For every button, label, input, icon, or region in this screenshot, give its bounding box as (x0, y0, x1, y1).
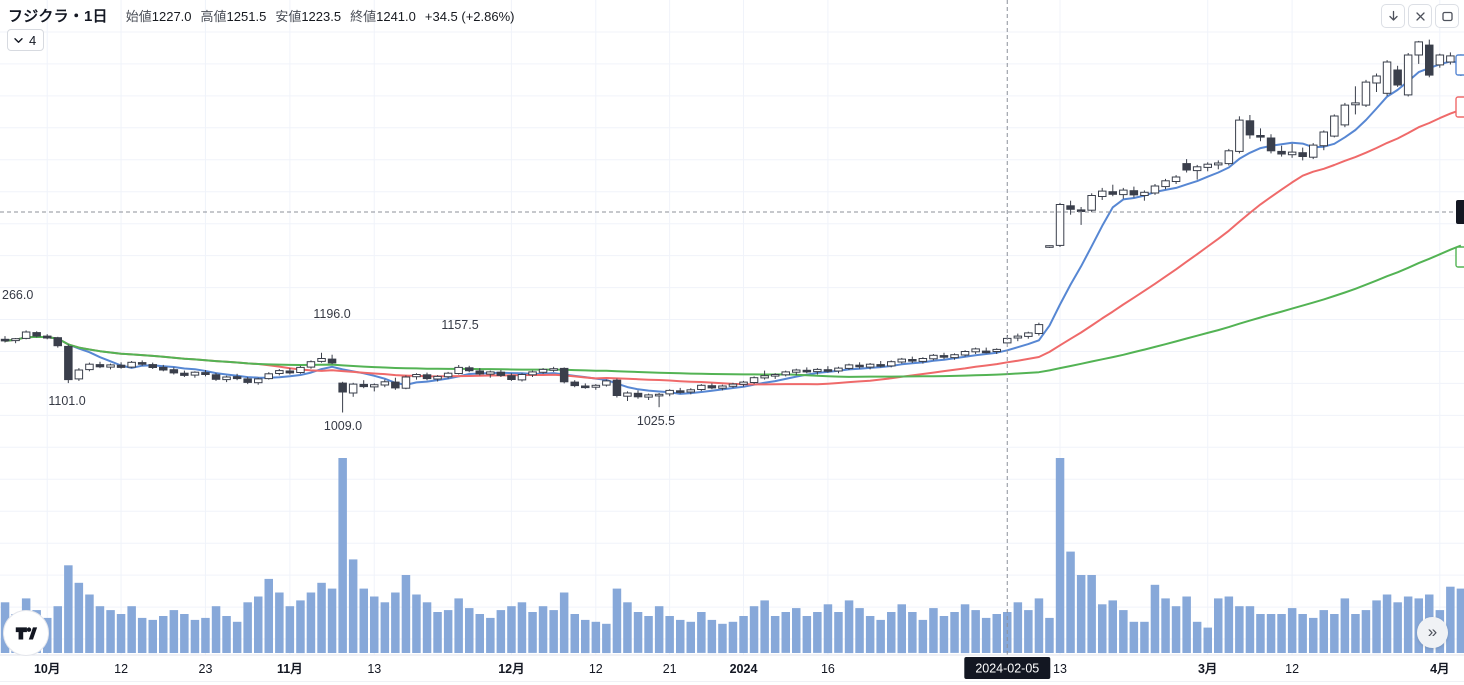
tradingview-logo-icon (13, 620, 39, 646)
indicator-count: 4 (29, 32, 37, 48)
download-button[interactable] (1381, 4, 1405, 28)
high-value: 1251.5 (226, 9, 267, 24)
chevron-down-icon (13, 35, 24, 46)
close-icon (1415, 11, 1426, 22)
svg-text:2024-02-05: 2024-02-05 (975, 662, 1039, 676)
svg-text:11月: 11月 (277, 662, 303, 676)
close-button[interactable] (1408, 4, 1432, 28)
low-value: 1223.5 (301, 9, 342, 24)
svg-text:1157.5: 1157.5 (441, 318, 478, 332)
grid-lines (0, 0, 1464, 655)
svg-text:4月: 4月 (1430, 662, 1449, 676)
ohlc-legend: 始値1227.0 高値1251.5 安値1223.5 終値1241.0 +34.… (126, 6, 515, 25)
download-arrow-icon (1387, 10, 1400, 23)
open-value: 1227.0 (151, 9, 192, 24)
crosshair (0, 0, 1464, 655)
svg-text:12: 12 (589, 662, 603, 676)
svg-text:23: 23 (199, 662, 213, 676)
double-chevron-right-icon: » (1427, 622, 1438, 641)
svg-text:1009.0: 1009.0 (324, 419, 362, 433)
right-edge-price-tags (1455, 54, 1464, 268)
low-label: 安値 (275, 9, 302, 24)
svg-text:13: 13 (367, 662, 381, 676)
crosshair-date-tag: 2024-02-05 (964, 657, 1051, 679)
fullscreen-icon (1441, 10, 1454, 23)
svg-text:21: 21 (663, 662, 677, 676)
svg-text:3月: 3月 (1198, 662, 1217, 676)
svg-text:1101.0: 1101.0 (48, 394, 85, 408)
indicators-toggle-button[interactable]: 4 (7, 29, 45, 51)
volume-bars (0, 458, 1464, 654)
svg-text:1196.0: 1196.0 (313, 307, 350, 321)
ma-line-ma_blue (4, 60, 1462, 395)
close-label: 終値 (350, 9, 377, 24)
svg-text:12: 12 (1285, 662, 1299, 676)
pivot-price-labels: 266.0 1101.0 1196.0 1009.0 1157.5 1025.5 (2, 288, 675, 433)
close-value: 1241.0 (376, 9, 416, 24)
candles-layer (0, 39, 1464, 413)
ma-line-ma_green (4, 244, 1462, 378)
symbol-title[interactable]: フジクラ・1日 (8, 8, 108, 25)
high-label: 高値 (200, 9, 227, 24)
svg-text:266.0: 266.0 (2, 288, 33, 302)
svg-text:13: 13 (1053, 662, 1067, 676)
top-right-toolbar (1381, 4, 1459, 28)
svg-text:12: 12 (114, 662, 128, 676)
svg-text:16: 16 (821, 662, 835, 676)
fullscreen-button[interactable] (1435, 4, 1459, 28)
tradingview-logo[interactable] (3, 610, 49, 656)
svg-text:1025.5: 1025.5 (637, 414, 675, 428)
change-value: +34.5 (+2.86%) (424, 9, 515, 24)
time-axis[interactable]: 10月 12 23 11月 13 12月 12 21 2024 16 13 3月 12 4月 2024-02… (0, 654, 1464, 685)
open-label: 始値 (125, 9, 152, 24)
svg-text:10月: 10月 (34, 662, 60, 676)
chart-header: フジクラ・1日 始値1227.0 高値1251.5 安値1223.5 終値124… (8, 5, 515, 26)
scroll-to-recent-button[interactable]: » (1417, 617, 1448, 648)
svg-text:2024: 2024 (730, 662, 758, 676)
svg-text:12月: 12月 (498, 662, 524, 676)
